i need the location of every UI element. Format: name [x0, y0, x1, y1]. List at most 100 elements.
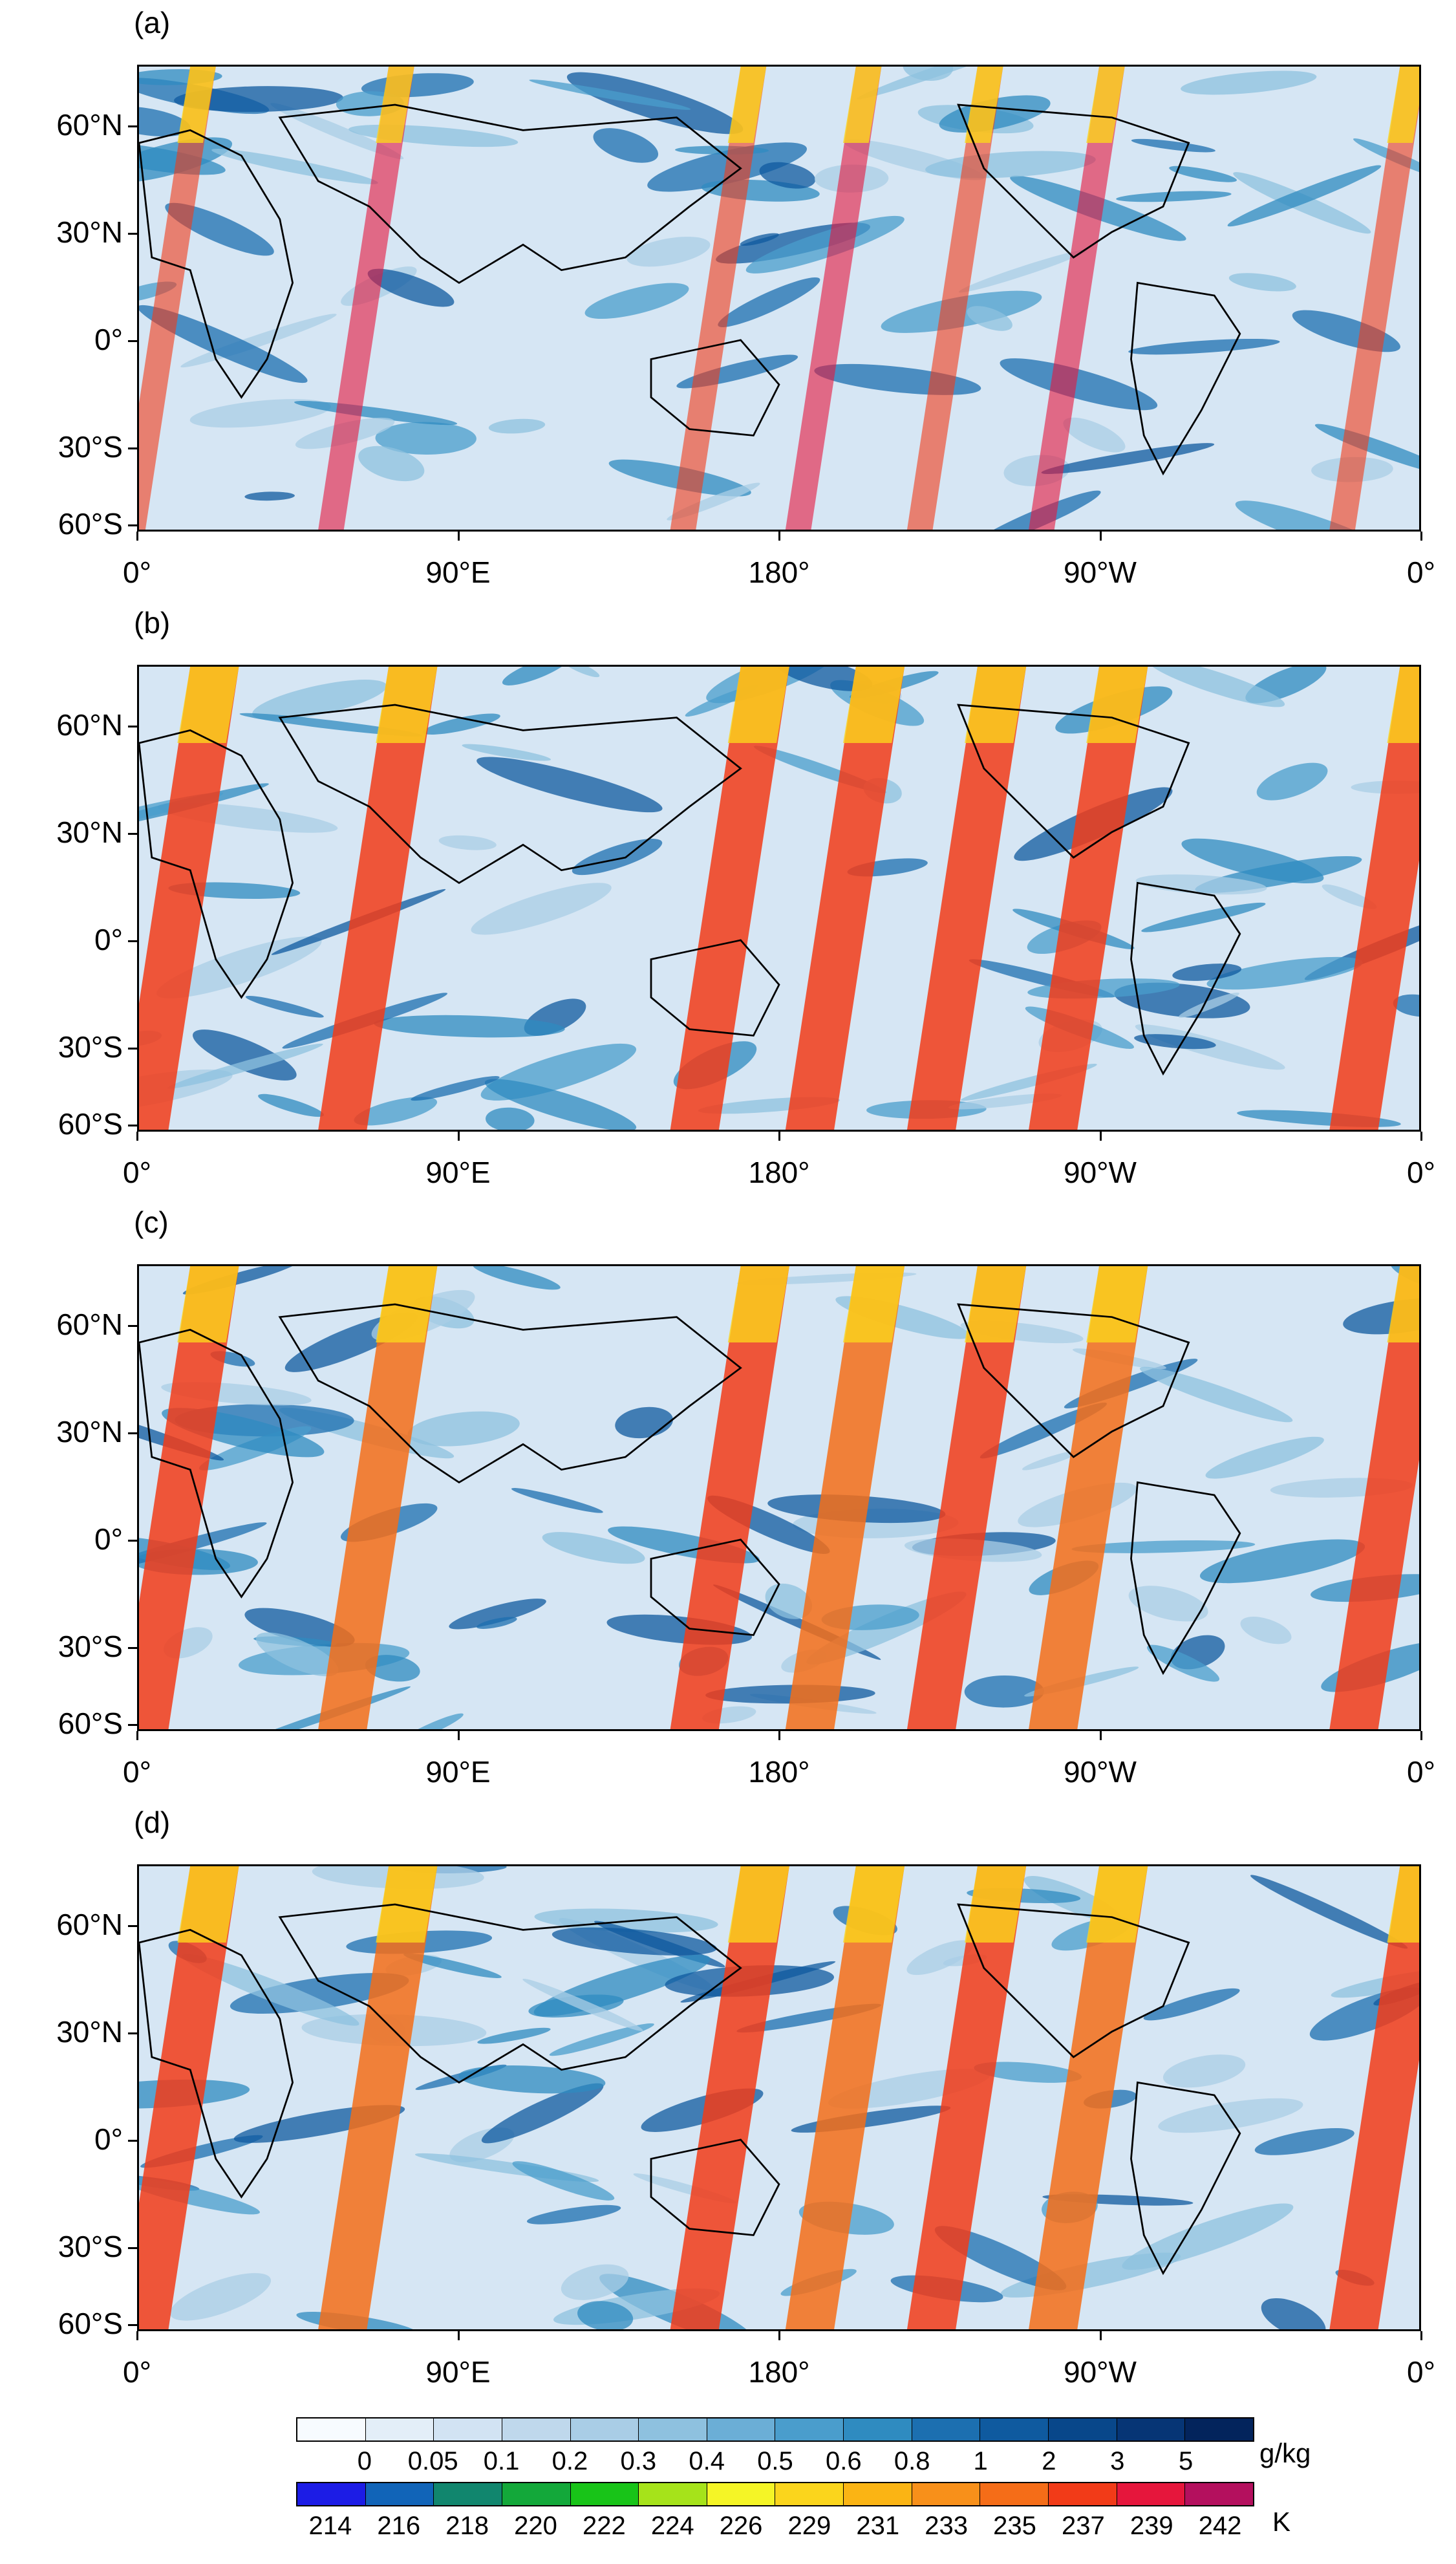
colorbar-swatch [775, 2419, 844, 2440]
longitude-label: 0° [1407, 1755, 1435, 1789]
colorbar-swatch [1185, 2419, 1253, 2440]
longitude-label: 90°W [1064, 555, 1137, 589]
colorbar-tick-label: 0.1 [483, 2447, 520, 2475]
longitude-tick [778, 532, 780, 541]
latitude-label: 0° [94, 922, 123, 956]
colorbar-tick-label: 214 [308, 2512, 352, 2540]
longitude-label: 0° [1407, 1156, 1435, 1189]
colorbar-tick-label: 0.05 [407, 2447, 458, 2475]
cloud-field-map [139, 1266, 1419, 1729]
latitude-label: 30°N [56, 1414, 123, 1449]
latitude-label: 0° [94, 1522, 123, 1556]
latitude-label: 0° [94, 2122, 123, 2156]
longitude-tick [136, 1731, 138, 1740]
colorbar-swatch [1117, 2483, 1186, 2505]
latitude-tick [128, 2247, 137, 2250]
panel-label: (d) [134, 1805, 171, 1839]
longitude-label: 90°E [425, 2355, 491, 2389]
longitude-tick [1420, 1132, 1422, 1141]
cloud-field-map [139, 667, 1419, 1130]
longitude-tick [1420, 1731, 1422, 1740]
cloud-field-map [139, 1866, 1419, 2329]
colorbar-swatch [434, 2483, 502, 2505]
latitude-label: 60°N [56, 1307, 123, 1341]
colorbar-swatch [1185, 2483, 1253, 2505]
colorbar-tick-label: 229 [787, 2512, 831, 2540]
latitude-tick [128, 1125, 137, 1127]
colorbar-swatch [844, 2483, 912, 2505]
colorbar-tick-label: 242 [1198, 2512, 1242, 2540]
colorbar-swatch [980, 2419, 1049, 2440]
colorbar-swatch [570, 2419, 639, 2440]
latitude-label: 60°N [56, 1907, 123, 1941]
colorbar-tick-label: 237 [1061, 2512, 1105, 2540]
colorbar-tick-label: 0.6 [826, 2447, 862, 2475]
colorbar-tick-label: 222 [582, 2512, 626, 2540]
latitude-tick [128, 232, 137, 235]
longitude-tick [136, 2331, 138, 2340]
longitude-tick [1099, 1132, 1102, 1141]
colorbar-swatch [502, 2483, 571, 2505]
latitude-label: 60°N [56, 107, 123, 142]
colorbar-swatch [844, 2419, 912, 2440]
longitude-tick [1420, 2331, 1422, 2340]
latitude-tick [128, 524, 137, 527]
colorbar-tick-label: 239 [1129, 2512, 1173, 2540]
colorbar-tick-label: 224 [650, 2512, 694, 2540]
panel-label: (a) [134, 6, 171, 39]
longitude-tick [1099, 2331, 1102, 2340]
colorbar-tick-label: 220 [514, 2512, 557, 2540]
longitude-label: 180° [748, 2355, 810, 2389]
colorbar-swatch [1049, 2483, 1117, 2505]
latitude-tick [128, 447, 137, 450]
latitude-tick [128, 940, 137, 942]
longitude-label: 90°W [1064, 1755, 1137, 1789]
colorbar-tick-label: 0.3 [620, 2447, 657, 2475]
colorbar-tick-label: 218 [445, 2512, 489, 2540]
longitude-label: 90°E [425, 555, 491, 589]
temperature-unit: K [1272, 2506, 1291, 2537]
colorbar-tick-label: 0 [357, 2447, 372, 2475]
latitude-tick [128, 1539, 137, 1542]
latitude-tick [128, 339, 137, 342]
colorbar-swatch [434, 2419, 502, 2440]
colorbar-swatch [639, 2419, 707, 2440]
colorbar-tick-label: 0.8 [894, 2447, 930, 2475]
longitude-label: 180° [748, 1156, 810, 1189]
longitude-label: 180° [748, 555, 810, 589]
map-plot-area [137, 1864, 1421, 2331]
longitude-tick [136, 532, 138, 541]
colorbar-tick-label: 0.5 [757, 2447, 793, 2475]
colorbar-swatch [912, 2419, 981, 2440]
latitude-label: 30°N [56, 215, 123, 249]
latitude-tick [128, 125, 137, 127]
colorbar-tick-label: 233 [925, 2512, 969, 2540]
panel-label: (b) [134, 606, 171, 640]
latitude-label: 30°S [58, 1630, 123, 1664]
longitude-label: 0° [123, 555, 151, 589]
longitude-label: 0° [123, 1755, 151, 1789]
longitude-label: 90°E [425, 1156, 491, 1189]
colorbar-tick-label: 0.2 [551, 2447, 588, 2475]
longitude-tick [778, 1132, 780, 1141]
colorbar-swatch [365, 2483, 434, 2505]
longitude-tick [1099, 532, 1102, 541]
colorbar-tick-label: 226 [719, 2512, 763, 2540]
colorbar-tick-label: 3 [1110, 2447, 1125, 2475]
colorbar-tick-label: 5 [1179, 2447, 1194, 2475]
map-plot-area [137, 665, 1421, 1132]
latitude-label: 0° [94, 322, 123, 356]
longitude-tick [457, 532, 460, 541]
colorbar-swatch [707, 2419, 776, 2440]
colorbar-tick-label: 2 [1042, 2447, 1056, 2475]
longitude-tick [457, 2331, 460, 2340]
latitude-label: 30°S [58, 430, 123, 464]
colorbar-tick-label: 231 [856, 2512, 900, 2540]
latitude-tick [128, 1432, 137, 1434]
latitude-tick [128, 1647, 137, 1650]
longitude-label: 0° [123, 1156, 151, 1189]
latitude-tick [128, 2139, 137, 2142]
panel-label: (c) [134, 1205, 169, 1239]
mixing-ratio-colorbar [296, 2417, 1254, 2442]
colorbar-tick-label: 1 [973, 2447, 988, 2475]
